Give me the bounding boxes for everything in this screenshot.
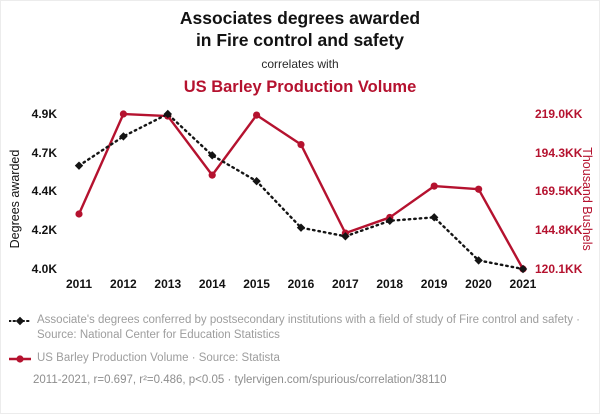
y-right-tick: 169.5KK xyxy=(535,184,583,199)
title-line-1: Associates degrees awarded xyxy=(179,8,421,28)
x-axis-ticks: 2011 2012 2013 2014 2015 2016 2017 2018 … xyxy=(59,277,543,291)
chart-canvas xyxy=(74,109,528,273)
x-tick: 2011 xyxy=(65,276,93,291)
y-right-tick: 219.0KK xyxy=(535,106,583,121)
stats-footer: 2011-2021, r=0.697, r²=0.486, p<0.05 · t… xyxy=(33,374,447,387)
x-tick: 2012 xyxy=(110,276,137,291)
x-tick: 2019 xyxy=(420,276,448,291)
title-line-2: in Fire control and safety xyxy=(195,29,405,50)
y-left-tick: 4.9K xyxy=(31,106,57,121)
x-tick: 2015 xyxy=(243,276,270,291)
y-right-tick: 144.8KK xyxy=(535,223,583,237)
correlates-with-label: correlates with xyxy=(261,56,339,71)
y-right-tick: 120.1KK xyxy=(535,261,583,276)
secondary-title: US Barley Production Volume xyxy=(183,77,417,96)
legend: Associate's degrees conferred by postsec… xyxy=(9,313,591,367)
x-tick: 2021 xyxy=(509,276,537,291)
x-tick: 2017 xyxy=(331,276,359,291)
legend-label-barley: US Barley Production Volume · Source: St… xyxy=(37,352,280,365)
y-left-tick: 4.0K xyxy=(31,261,57,276)
legend-item-degrees: Associate's degrees conferred by postsec… xyxy=(9,313,591,343)
y-left-tick: 4.4K xyxy=(31,184,57,199)
left-axis-ticks: 4.9K 4.7K 4.4K 4.2K 4.0K xyxy=(1,106,67,277)
y-left-tick: 4.7K xyxy=(31,145,57,160)
legend-label-degrees: Associate's degrees conferred by postsec… xyxy=(37,313,580,341)
chart-header: Associates degrees awarded in Fire contr… xyxy=(1,1,599,97)
x-tick: 2020 xyxy=(465,276,492,291)
y-left-tick: 4.2K xyxy=(31,223,57,237)
legend-item-barley: US Barley Production Volume · Source: St… xyxy=(9,351,591,366)
circle-solid-line-icon xyxy=(9,355,31,363)
x-tick: 2018 xyxy=(376,276,404,291)
y-right-tick: 194.3KK xyxy=(535,145,583,160)
diamond-dotted-line-icon xyxy=(9,316,31,325)
chart-area: Degrees awarded Thousand Bushels 4.9K 4.… xyxy=(1,103,599,299)
x-tick: 2013 xyxy=(154,276,182,291)
page-title: Associates degrees awarded in Fire contr… xyxy=(1,8,599,52)
x-tick: 2016 xyxy=(287,276,315,291)
x-tick: 2014 xyxy=(198,276,226,291)
right-axis-ticks: 219.0KK 194.3KK 169.5KK 144.8KK 120.1KK xyxy=(535,106,599,277)
